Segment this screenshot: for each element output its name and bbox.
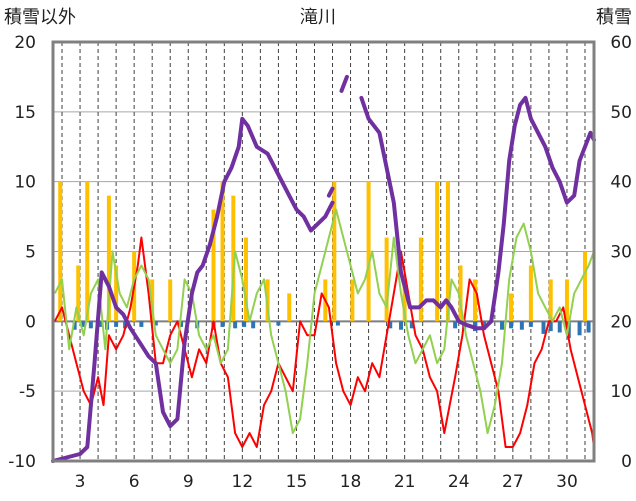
chart-title: 滝川: [300, 7, 336, 28]
x-tick-label: 15: [286, 472, 308, 492]
precip-bar: [97, 321, 102, 327]
x-tick-label: 27: [502, 472, 524, 492]
precip-bar: [335, 321, 340, 326]
precip-bar: [509, 321, 514, 329]
precip-bar: [72, 321, 77, 330]
x-tick-label: 9: [183, 472, 194, 492]
sunshine-bar: [287, 293, 292, 322]
sunshine-bar: [472, 279, 477, 322]
precip-bar: [548, 321, 553, 332]
sunshine-bar: [418, 237, 423, 322]
x-tick-label: 21: [394, 472, 416, 492]
sunshine-bar: [243, 237, 248, 322]
precip-bar: [388, 321, 393, 329]
sunshine-bar: [366, 181, 371, 322]
sunshine-bar: [582, 251, 587, 322]
plot-frame: [51, 40, 596, 463]
right-tick-label: 0: [621, 452, 632, 472]
precip-bar: [220, 321, 225, 327]
precip-bar: [586, 321, 591, 333]
snow-depth-line: [339, 74, 349, 93]
right-tick-label: 40: [610, 173, 632, 193]
left-tick-label: -10: [8, 452, 36, 472]
left-axis-title: 積雪以外: [4, 7, 76, 28]
x-tick-label: 3: [75, 472, 86, 492]
sunshine-bar: [231, 195, 236, 322]
precip-bar: [453, 321, 458, 329]
sunshine-bar: [458, 265, 463, 322]
sunshine-bar: [384, 237, 389, 322]
precip-bar: [409, 321, 414, 329]
x-tick-label: 18: [340, 472, 362, 492]
precip-bar: [500, 321, 505, 330]
sunshine-bar: [211, 209, 216, 322]
precip-bar: [541, 321, 546, 334]
temp-min-line: [53, 208, 595, 435]
sunshine-bar: [402, 279, 407, 322]
sunshine-bar: [58, 181, 63, 322]
precip-bar: [88, 321, 93, 329]
left-tick-label: 5: [25, 243, 36, 263]
precip-bar: [577, 321, 582, 336]
precip-bar: [233, 321, 238, 329]
x-tick-label: 12: [232, 472, 254, 492]
precip-bar: [557, 321, 562, 333]
sunshine-bar: [220, 181, 225, 322]
right-tick-label: 20: [610, 312, 632, 332]
sunshine-bar: [114, 265, 119, 322]
sunshine-bar: [509, 293, 514, 322]
left-tick-label: 0: [25, 312, 36, 332]
left-tick-label: 20: [14, 33, 36, 53]
sunshine-bar: [350, 279, 355, 322]
sunshine-bar: [528, 265, 533, 322]
sunshine-bar: [106, 195, 111, 322]
sunshine-bar: [76, 265, 81, 322]
x-tick-label: 30: [556, 472, 578, 492]
precip-bar: [242, 321, 247, 327]
precip-bar: [276, 321, 281, 326]
x-tick-label: 6: [129, 472, 140, 492]
precip-bar: [81, 321, 86, 327]
snow-depth-line: [326, 186, 335, 198]
left-tick-label: -5: [19, 382, 36, 402]
x-tick-label: 24: [448, 472, 470, 492]
precip-bar: [114, 321, 119, 327]
snow-depth-line: [359, 95, 596, 331]
temp-max-line: [53, 236, 595, 448]
left-tick-label: 15: [14, 103, 36, 123]
precip-bar: [139, 321, 144, 327]
snow-depth-line: [51, 116, 335, 463]
right-tick-label: 10: [610, 382, 632, 402]
sunshine-bar: [564, 279, 569, 322]
sunshine-bar: [548, 279, 553, 322]
precip-bar: [399, 321, 404, 330]
precip-bar: [251, 321, 256, 329]
right-axis-title: 積雪: [596, 7, 632, 28]
sunshine-bar: [168, 279, 173, 322]
right-tick-label: 50: [610, 103, 632, 123]
right-tick-label: 30: [610, 243, 632, 263]
precip-bar: [153, 321, 158, 326]
sunshine-bar: [445, 181, 450, 322]
sunshine-bar: [332, 181, 337, 322]
left-tick-label: 10: [14, 173, 36, 193]
precip-bar: [519, 321, 524, 330]
precip-bar: [528, 321, 533, 327]
right-tick-label: 60: [610, 33, 632, 53]
sunshine-bar: [435, 181, 440, 322]
precip-bar: [179, 321, 184, 327]
sunshine-bar: [85, 181, 90, 322]
